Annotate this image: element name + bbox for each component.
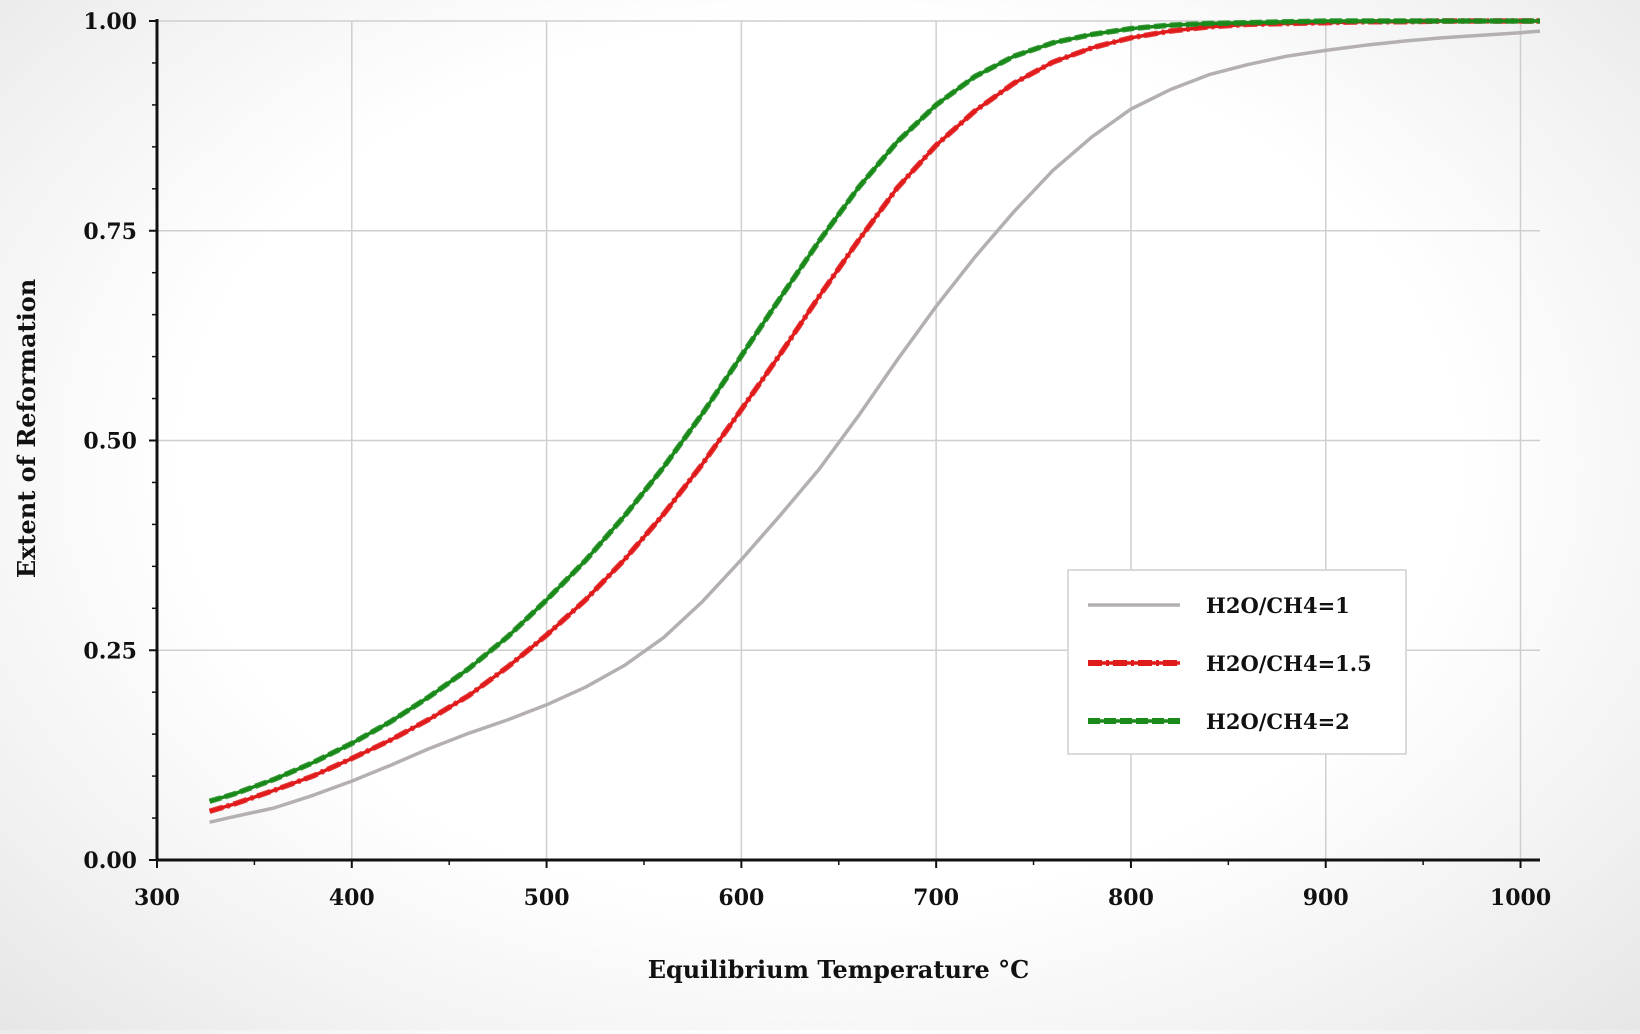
x-tick-label: 900	[1303, 885, 1349, 911]
legend-label: H2O/CH4=1.5	[1206, 651, 1372, 676]
x-tick-label: 600	[718, 885, 764, 911]
x-tick-label: 700	[913, 885, 959, 911]
legend-label: H2O/CH4=2	[1206, 709, 1350, 734]
x-tick-label: 800	[1108, 885, 1154, 911]
x-tick-label: 500	[524, 885, 570, 911]
tick-labels: 300 400 500 600 700 800 900 1000 0.00 0.25 0.50 0.7…	[83, 9, 1551, 911]
y-tick-label: 0.75	[83, 219, 137, 245]
y-tick-label: 0.50	[83, 429, 137, 455]
y-tick-label: 0.25	[83, 638, 137, 664]
x-tick-label: 300	[134, 885, 180, 911]
y-tick-label: 1.00	[83, 9, 137, 35]
legend-label: H2O/CH4=1	[1206, 593, 1350, 618]
x-tick-label: 1000	[1490, 885, 1551, 911]
axes	[149, 19, 1540, 868]
grid	[157, 20, 1540, 860]
series-line-overlay-3	[208, 18, 1540, 804]
y-tick-label: 0.00	[83, 848, 137, 874]
legend: H2O/CH4=1 H2O/CH4=1.5 H2O/CH4=2	[1067, 569, 1407, 755]
x-tick-label: 400	[329, 885, 375, 911]
series-line-1	[209, 29, 1541, 824]
y-axis-title: Extent of Reformation	[12, 279, 41, 578]
x-axis-title: Equilibrium Temperature °C	[648, 955, 1030, 984]
series-lines	[208, 18, 1541, 824]
